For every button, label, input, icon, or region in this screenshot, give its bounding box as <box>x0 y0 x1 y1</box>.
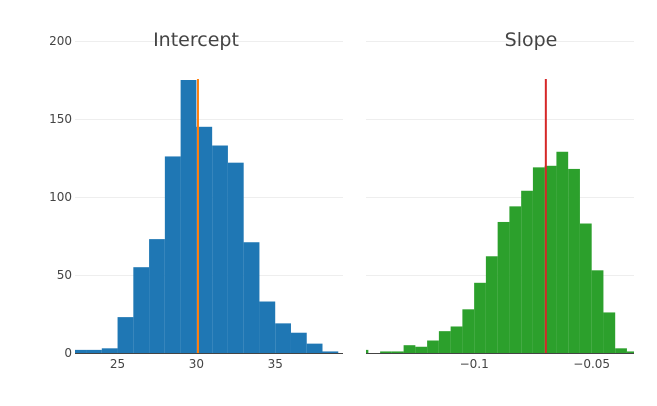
histogram-bar <box>212 145 228 353</box>
histogram-bar <box>227 162 244 353</box>
x-tick-label: 35 <box>268 357 283 371</box>
histogram-bar <box>180 80 197 353</box>
histogram-bar <box>306 343 323 353</box>
y-tick-label: 150 <box>49 112 72 126</box>
histogram-bar <box>101 348 118 353</box>
histogram-bar <box>391 351 404 353</box>
histogram-bar <box>450 326 463 353</box>
histogram-bar <box>243 242 260 353</box>
slope-x-tick-labels: −0.1 −0.05 <box>460 357 611 371</box>
histogram-bar <box>568 168 580 353</box>
histogram-bar <box>427 340 439 353</box>
histogram-bar <box>544 165 557 353</box>
histogram-bar <box>474 282 486 353</box>
intercept-bars <box>75 80 339 353</box>
histogram-bar <box>485 256 498 353</box>
histogram-bar <box>591 270 604 353</box>
histogram-bar <box>86 349 102 353</box>
histogram-bar <box>290 332 307 353</box>
histogram-bar <box>403 345 416 353</box>
histogram-bar <box>259 301 276 353</box>
y-tick-label: 0 <box>64 346 72 360</box>
histogram-bar <box>603 312 616 353</box>
histogram-bar <box>322 351 339 353</box>
histogram-bar <box>579 223 592 353</box>
histogram-bar <box>380 351 392 353</box>
histogram-bar <box>75 349 87 353</box>
x-tick-label: −0.1 <box>460 357 489 371</box>
y-tick-label: 100 <box>49 190 72 204</box>
histogram-bar <box>275 323 291 353</box>
y-tick-label: 50 <box>57 268 72 282</box>
y-tick-label: 200 <box>49 34 72 48</box>
histogram-bar <box>521 190 533 353</box>
x-tick-label: −0.05 <box>573 357 610 371</box>
histogram-bar <box>196 126 213 353</box>
slope-bars <box>366 151 634 353</box>
histogram-bar <box>532 167 545 353</box>
histogram-bar <box>149 239 165 353</box>
x-tick-label: 30 <box>189 357 204 371</box>
histogram-bar <box>626 351 634 353</box>
histogram-bar <box>462 309 475 353</box>
histogram-bar <box>415 346 428 353</box>
histogram-bar <box>615 348 627 353</box>
histogram-bar <box>509 206 522 353</box>
slope-gridlines <box>366 41 634 354</box>
histogram-bar <box>164 156 181 353</box>
histogram-bar <box>133 267 150 353</box>
histogram-bar <box>556 151 569 353</box>
intercept-panel-title: Intercept <box>153 29 239 51</box>
x-tick-label: 25 <box>110 357 125 371</box>
histogram-bar <box>438 331 451 353</box>
intercept-x-tick-labels: 25 30 35 <box>110 357 283 371</box>
histogram-bar <box>366 349 369 353</box>
slope-panel: −0.1 −0.05 Slope <box>366 29 634 371</box>
intercept-y-tick-labels: 0 50 100 150 200 <box>49 34 72 360</box>
histogram-bar <box>497 221 510 353</box>
slope-panel-title: Slope <box>505 29 558 51</box>
histogram-bar <box>117 317 134 353</box>
intercept-panel: 0 50 100 150 200 25 30 35 Intercept <box>49 29 343 371</box>
